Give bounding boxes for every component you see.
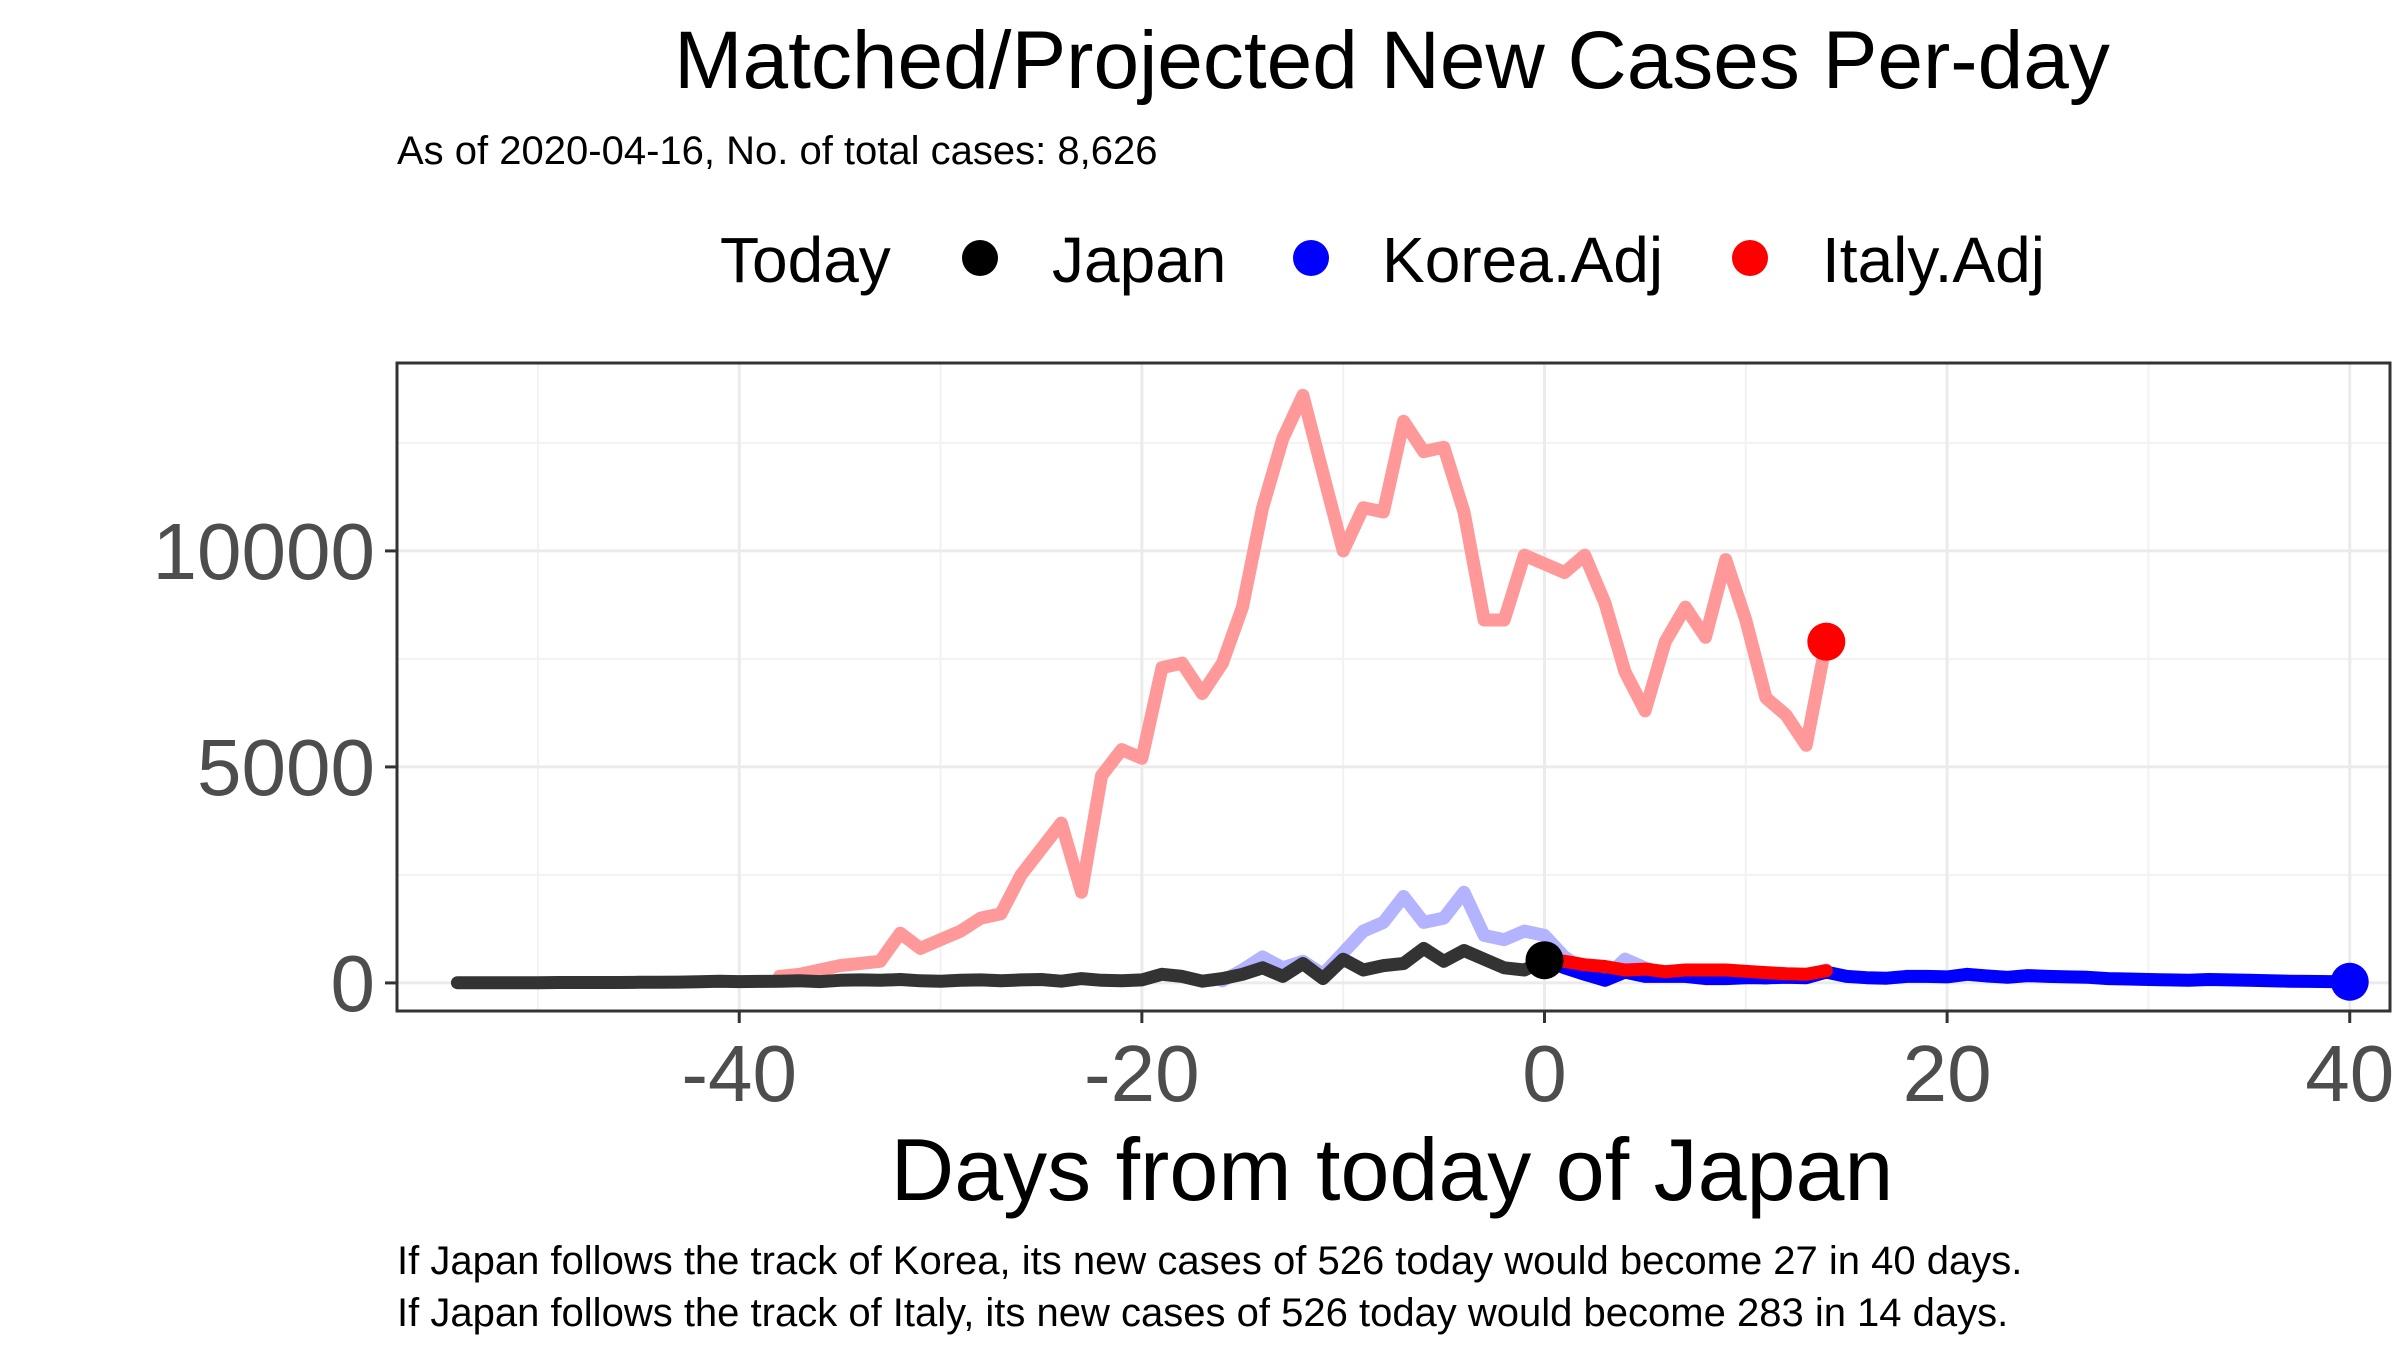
x-tick-label: -20 xyxy=(1084,1029,1200,1118)
x-tick-label: 40 xyxy=(2305,1029,2394,1118)
x-axis-label: Days from today of Japan xyxy=(891,1120,1894,1219)
chart-title: Matched/Projected New Cases Per-day xyxy=(674,15,2110,106)
legend-japan-label: Japan xyxy=(1052,224,1226,296)
y-tick-label: 5000 xyxy=(197,723,375,812)
today-point-japan xyxy=(1525,941,1564,980)
y-tick-label: 0 xyxy=(331,939,376,1028)
chart-subtitle: As of 2020-04-16, No. of total cases: 8,… xyxy=(397,129,1157,173)
panel-border xyxy=(395,361,2392,1013)
legend-korea-label: Korea.Adj xyxy=(1382,224,1663,296)
legend-japan-marker xyxy=(962,240,998,276)
legend-title: Today xyxy=(720,224,891,296)
legend-italy-marker xyxy=(1732,240,1768,276)
today-point-korea-adj xyxy=(2330,962,2369,1001)
caption-line-1: If Japan follows the track of Korea, its… xyxy=(397,1239,2022,1283)
series-line-japan-observed xyxy=(450,941,1551,990)
legend-korea-marker xyxy=(1293,240,1329,276)
x-tick-label: -40 xyxy=(681,1029,797,1118)
caption-line-2: If Japan follows the track of Italy, its… xyxy=(397,1291,2008,1335)
y-tick-label: 10000 xyxy=(153,507,375,596)
plot-area: -40 -20 0 20 40 0 5000 10000 xyxy=(153,361,2394,1118)
x-tick-label: 20 xyxy=(1903,1029,1992,1118)
legend: Today Japan Korea.Adj Italy.Adj xyxy=(720,224,2045,296)
series-line-italy-adj-matched xyxy=(773,388,1833,983)
series-line-italy-adj-projected xyxy=(1538,953,1833,981)
legend-italy-label: Italy.Adj xyxy=(1822,224,2045,296)
today-point-italy-adj xyxy=(1807,622,1846,661)
x-tick-label: 0 xyxy=(1522,1029,1567,1118)
